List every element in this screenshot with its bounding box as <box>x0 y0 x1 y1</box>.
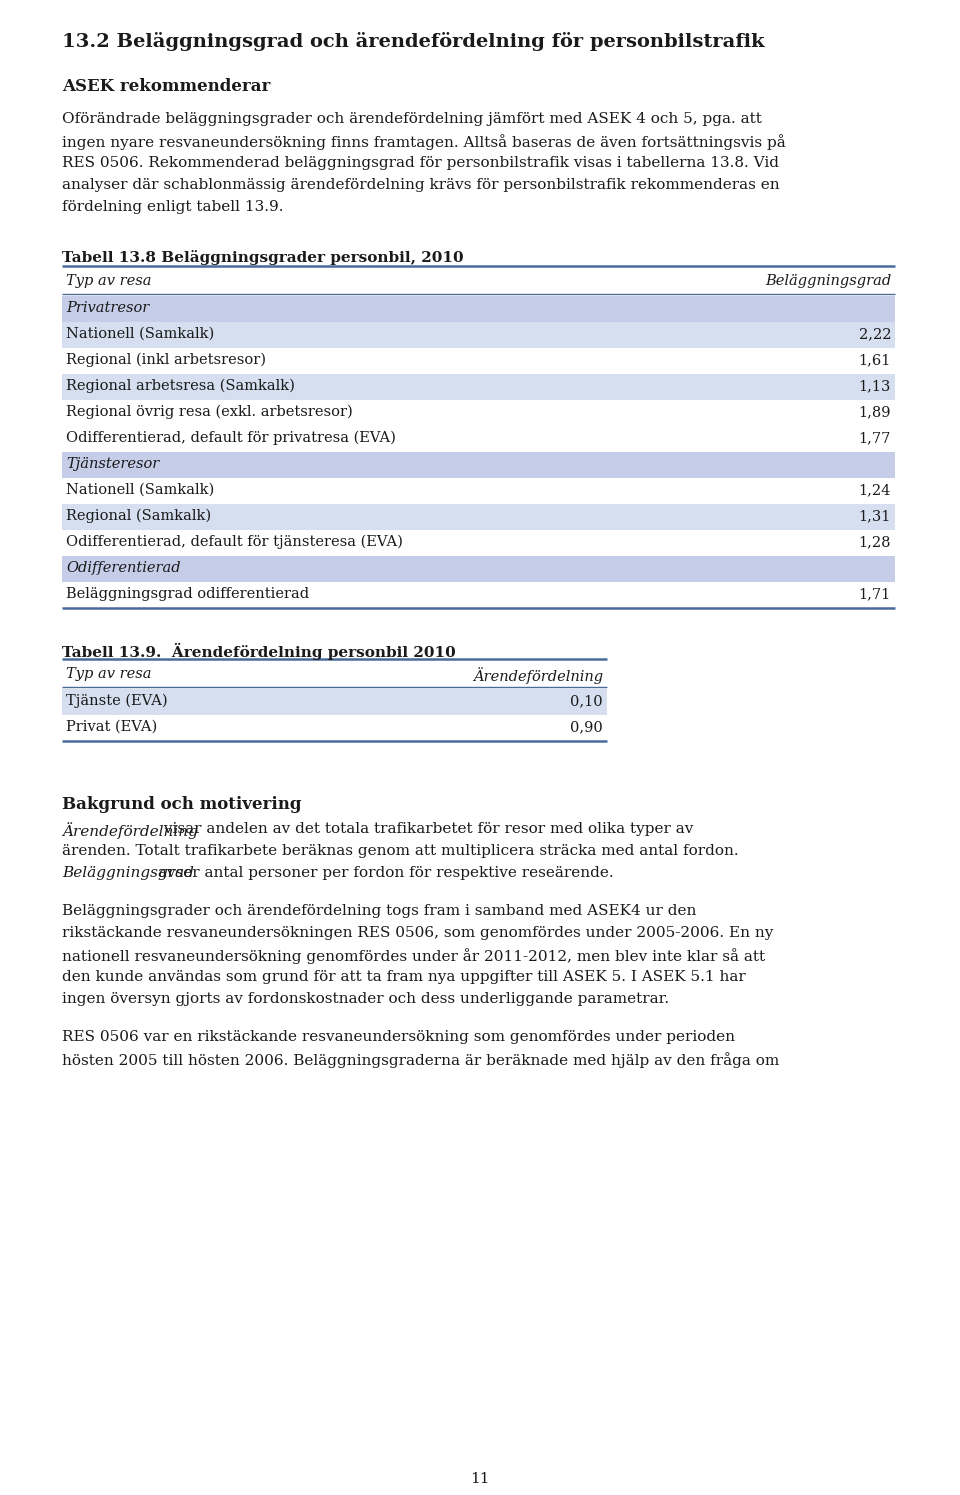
Bar <box>62 582 895 608</box>
Text: Beläggningsgrader och ärendefördelning togs fram i samband med ASEK4 ur den: Beläggningsgrader och ärendefördelning t… <box>62 904 696 918</box>
Bar <box>62 504 895 531</box>
Text: 1,28: 1,28 <box>858 535 891 549</box>
Text: Regional (inkl arbetsresor): Regional (inkl arbetsresor) <box>66 353 266 368</box>
Text: Beläggningsgrad: Beläggningsgrad <box>62 866 194 881</box>
Text: 1,24: 1,24 <box>858 483 891 496</box>
Text: 0,10: 0,10 <box>570 694 603 709</box>
Text: fördelning enligt tabell 13.9.: fördelning enligt tabell 13.9. <box>62 200 283 214</box>
Bar <box>62 348 895 374</box>
Text: Tabell 13.8 Beläggningsgrader personbil, 2010: Tabell 13.8 Beläggningsgrader personbil,… <box>62 250 464 265</box>
Bar <box>62 426 895 451</box>
Text: Tjänsteresor: Tjänsteresor <box>66 457 159 471</box>
Text: rikstäckande resvaneundersökningen RES 0506, som genomfördes under 2005-2006. En: rikstäckande resvaneundersökningen RES 0… <box>62 925 774 940</box>
Bar <box>62 689 607 715</box>
Text: Ärendefördelning: Ärendefördelning <box>62 822 198 839</box>
Text: RES 0506. Rekommenderad beläggningsgrad för personbilstrafik visas i tabellerna : RES 0506. Rekommenderad beläggningsgrad … <box>62 155 779 170</box>
Bar <box>62 531 895 556</box>
Text: RES 0506 var en rikstäckande resvaneundersökning som genomfördes under perioden: RES 0506 var en rikstäckande resvaneunde… <box>62 1030 735 1044</box>
Text: ärenden. Totalt trafikarbete beräknas genom att multiplicera sträcka med antal f: ärenden. Totalt trafikarbete beräknas ge… <box>62 845 738 858</box>
Text: Regional (Samkalk): Regional (Samkalk) <box>66 508 211 523</box>
Bar <box>62 401 895 426</box>
Text: Regional övrig resa (exkl. arbetsresor): Regional övrig resa (exkl. arbetsresor) <box>66 405 352 420</box>
Text: avser antal personer per fordon för respektive reseärende.: avser antal personer per fordon för resp… <box>153 866 613 881</box>
Text: Tabell 13.9.  Ärendefördelning personbil 2010: Tabell 13.9. Ärendefördelning personbil … <box>62 643 456 661</box>
Text: hösten 2005 till hösten 2006. Beläggningsgraderna är beräknade med hjälp av den : hösten 2005 till hösten 2006. Beläggning… <box>62 1052 780 1067</box>
Text: Privat (EVA): Privat (EVA) <box>66 721 157 734</box>
Text: Odifferentierad: Odifferentierad <box>66 561 180 576</box>
Text: analyser där schablonmässig ärendefördelning krävs för personbilstrafik rekommen: analyser där schablonmässig ärendefördel… <box>62 178 780 191</box>
Text: 0,90: 0,90 <box>570 721 603 734</box>
Text: Regional arbetsresa (Samkalk): Regional arbetsresa (Samkalk) <box>66 380 295 393</box>
Text: Beläggningsgrad: Beläggningsgrad <box>765 274 891 289</box>
Text: Ärendefördelning: Ärendefördelning <box>473 667 603 683</box>
Text: ingen nyare resvaneundersökning finns framtagen. Alltså baseras de även fortsätt: ingen nyare resvaneundersökning finns fr… <box>62 135 785 150</box>
Text: den kunde användas som grund för att ta fram nya uppgifter till ASEK 5. I ASEK 5: den kunde användas som grund för att ta … <box>62 970 746 984</box>
Text: Odifferentierad, default för tjänsteresa (EVA): Odifferentierad, default för tjänsteresa… <box>66 535 403 549</box>
Text: ingen översyn gjorts av fordonskostnader och dess underliggande parametrar.: ingen översyn gjorts av fordonskostnader… <box>62 993 669 1006</box>
Text: 1,31: 1,31 <box>858 508 891 523</box>
Text: visar andelen av det totala trafikarbetet för resor med olika typer av: visar andelen av det totala trafikarbete… <box>158 822 693 836</box>
Text: Tjänste (EVA): Tjänste (EVA) <box>66 694 168 709</box>
Bar <box>62 556 895 582</box>
Text: Oförändrade beläggningsgrader och ärendefördelning jämfört med ASEK 4 och 5, pga: Oförändrade beläggningsgrader och ärende… <box>62 112 762 126</box>
Text: 2,22: 2,22 <box>858 327 891 341</box>
Text: 1,61: 1,61 <box>858 353 891 366</box>
Text: Beläggningsgrad odifferentierad: Beläggningsgrad odifferentierad <box>66 588 309 601</box>
Text: Bakgrund och motivering: Bakgrund och motivering <box>62 795 301 813</box>
Text: 1,71: 1,71 <box>859 588 891 601</box>
Text: Typ av resa: Typ av resa <box>66 667 152 682</box>
Text: nationell resvaneundersökning genomfördes under år 2011-2012, men blev inte klar: nationell resvaneundersökning genomförde… <box>62 948 765 964</box>
Text: 11: 11 <box>470 1473 490 1486</box>
Text: Odifferentierad, default för privatresa (EVA): Odifferentierad, default för privatresa … <box>66 431 396 446</box>
Text: Typ av resa: Typ av resa <box>66 274 152 289</box>
Text: 13.2 Beläggningsgrad och ärendefördelning för personbilstrafik: 13.2 Beläggningsgrad och ärendefördelnin… <box>62 31 764 51</box>
Text: Privatresor: Privatresor <box>66 300 149 315</box>
Text: 1,77: 1,77 <box>858 431 891 446</box>
Text: ASEK rekommenderar: ASEK rekommenderar <box>62 78 271 96</box>
Text: Nationell (Samkalk): Nationell (Samkalk) <box>66 483 214 496</box>
Text: Nationell (Samkalk): Nationell (Samkalk) <box>66 327 214 341</box>
Bar <box>62 451 895 478</box>
Bar <box>62 296 895 321</box>
Text: 1,13: 1,13 <box>858 380 891 393</box>
Bar <box>62 478 895 504</box>
Bar <box>62 374 895 401</box>
Text: 1,89: 1,89 <box>858 405 891 419</box>
Bar <box>62 715 607 742</box>
Bar <box>62 321 895 348</box>
